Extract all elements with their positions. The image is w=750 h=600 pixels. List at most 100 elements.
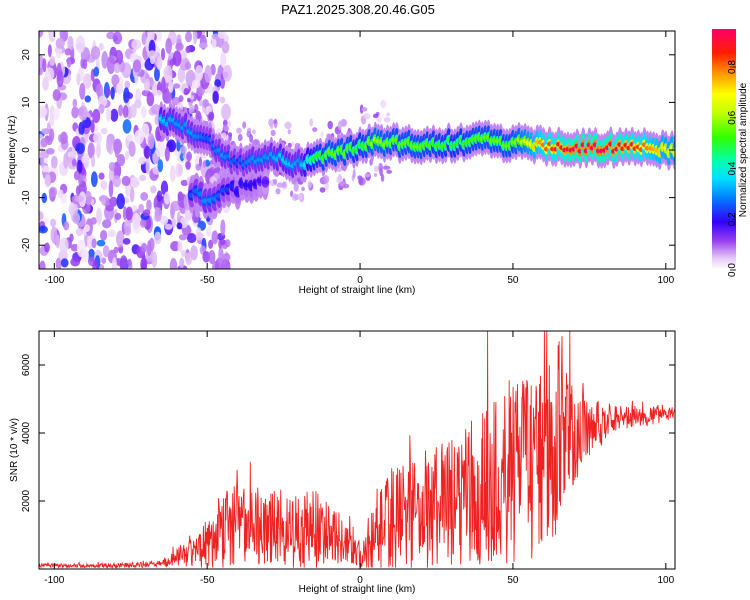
heatmap-noise-blob <box>176 222 183 230</box>
snr-x-axis: -100 -50 0 50 100 <box>44 331 675 586</box>
heatmap-noise-blob <box>127 258 132 266</box>
heatmap-noise-blob <box>78 105 89 121</box>
heatmap-noise-blob <box>372 113 379 119</box>
heatmap-noise-blob <box>150 185 157 194</box>
heatmap-noise-blob <box>98 42 104 51</box>
heatmap-noise-blob <box>102 245 110 258</box>
heatmap-noise-blob <box>341 118 347 127</box>
heatmap-noise-blob <box>124 226 131 236</box>
heatmap-noise-blob <box>361 106 368 112</box>
heatmap-noise-blob <box>107 229 117 238</box>
heatmap-noise-blob <box>72 212 81 224</box>
heatmap-noise-blob <box>293 182 299 192</box>
heatmap-x-tick-label: 0 <box>357 275 363 286</box>
heatmap-noise-blob <box>87 142 95 159</box>
heatmap-noise-blob <box>98 172 105 180</box>
heatmap-noise-blob <box>160 47 166 61</box>
heatmap-noise-blob <box>75 35 86 54</box>
snr-y-tick-label: 6000 <box>21 353 32 376</box>
heatmap-noise-blob <box>95 207 103 225</box>
heatmap-noise-blob <box>41 128 51 135</box>
heatmap-noise-blob <box>171 217 177 228</box>
heatmap-y-tick-label: 20 <box>21 49 32 61</box>
heatmap-noise-blob <box>210 63 216 76</box>
heatmap-noise-blob <box>130 205 138 212</box>
heatmap-noise-blob <box>131 39 142 50</box>
heatmap-noise-blob <box>140 106 147 119</box>
heatmap-noise-blob <box>163 74 173 82</box>
heatmap-noise-blob <box>178 95 184 103</box>
heatmap-noise-blob <box>222 64 232 82</box>
colorbar-ticks: 0.0 0.2 0.4 0.6 0.8 <box>727 60 738 277</box>
heatmap-noise-blob <box>126 134 134 142</box>
heatmap-noise-blob <box>154 31 162 43</box>
heatmap-noise-blob <box>101 50 109 69</box>
heatmap-noise-blob <box>134 129 144 145</box>
heatmap-noise-blob <box>287 129 291 135</box>
heatmap-noise-blob <box>49 218 57 228</box>
snr-y-axis-label: SNR (10 * v/v) <box>9 418 20 482</box>
heatmap-noise-blob <box>64 48 72 56</box>
heatmap-noise-blob <box>63 152 69 169</box>
heatmap-noise-blob <box>170 200 181 212</box>
heatmap-noise-blob <box>252 129 256 135</box>
heatmap-noise-blob <box>270 124 274 129</box>
heatmap-noise-blob <box>98 103 105 114</box>
heatmap-noise-blob <box>109 202 114 211</box>
heatmap-noise-blob <box>297 193 302 201</box>
heatmap-x-tick-label: -50 <box>200 275 215 286</box>
heatmap-noise-blob <box>175 42 184 52</box>
heatmap-noise-blob <box>100 180 108 190</box>
heatmap-noise-blob <box>39 105 47 119</box>
snr-x-tick-label: -50 <box>200 575 215 586</box>
heatmap-noise-blob <box>84 95 92 103</box>
heatmap-noise-blob <box>181 249 187 258</box>
heatmap-noise-blob <box>183 87 189 96</box>
heatmap-x-tick-label: 100 <box>657 275 674 286</box>
heatmap-noise-blob <box>386 112 390 117</box>
heatmap-noise-blob <box>191 79 201 89</box>
snr-x-tick-label: 0 <box>357 575 363 586</box>
heatmap-noise-blob <box>39 31 44 38</box>
snr-y-axis: 2000 4000 6000 <box>21 353 675 512</box>
heatmap-noise-blob <box>163 191 171 205</box>
heatmap-noise-blob <box>141 261 147 269</box>
heatmap-noise-blob <box>151 251 158 268</box>
heatmap-noise-blob <box>39 225 48 234</box>
heatmap-noise-blob <box>185 161 191 170</box>
heatmap-noise-blob <box>380 99 387 109</box>
heatmap-noise-blob <box>242 121 247 129</box>
heatmap-noise-blob <box>275 188 281 195</box>
heatmap-noise-blob <box>382 165 391 170</box>
heatmap-noise-blob <box>84 191 92 206</box>
heatmap-noise-blob <box>73 170 80 181</box>
heatmap-noise-blob <box>106 56 116 74</box>
heatmap-noise-blob <box>204 159 210 167</box>
heatmap-noise-blob <box>138 203 145 213</box>
heatmap-noise-blob <box>327 120 333 130</box>
heatmap-noise-blob <box>108 161 116 171</box>
colorbar-tick-label: 0.2 <box>727 212 738 226</box>
heatmap-x-tick-label: -100 <box>44 275 64 286</box>
heatmap-noise-blob <box>319 187 326 193</box>
heatmap-noise-blob <box>211 230 219 245</box>
heatmap-noise-blob <box>190 245 198 261</box>
snr-x-tick-label: 100 <box>657 575 674 586</box>
heatmap-y-axis: -20 -10 0 10 20 <box>21 49 675 252</box>
heatmap-noise-blob <box>101 198 107 206</box>
heatmap-noise-blob <box>218 246 224 264</box>
heatmap-noise-blob <box>91 238 97 249</box>
heatmap-noise-blob <box>44 173 51 188</box>
colorbar-label: Normalized spectral amplitude <box>738 82 749 217</box>
heatmap-noise-blob <box>90 46 101 60</box>
heatmap-noise-blob <box>219 96 226 104</box>
heatmap-noise-blob <box>50 188 55 195</box>
heatmap-noise-blob <box>112 175 121 188</box>
heatmap-noise-blob <box>79 82 86 100</box>
heatmap-noise-blob <box>123 87 130 104</box>
heatmap-noise-blob <box>272 178 278 185</box>
heatmap-noise-blob <box>39 67 43 76</box>
heatmap-noise-blob <box>63 221 70 231</box>
heatmap-noise-blob <box>169 257 178 269</box>
colorbar: 0.0 0.2 0.4 0.6 0.8 Normalized spectral ampl… <box>712 29 749 277</box>
